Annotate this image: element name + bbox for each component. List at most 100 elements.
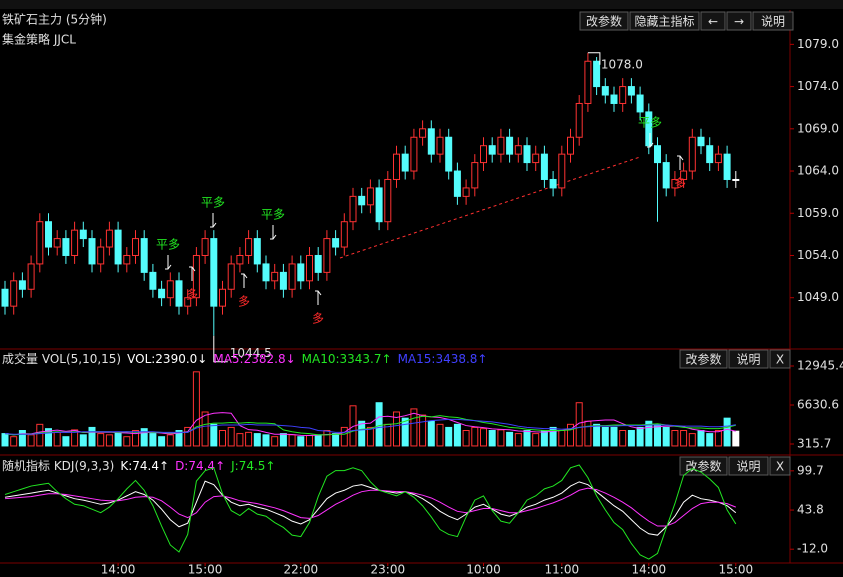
button[interactable]: 说明 [728, 349, 769, 369]
candle-body [453, 170, 461, 197]
volume-bar [549, 426, 557, 447]
volume-bar [436, 423, 444, 447]
volume-bar [79, 434, 87, 447]
candle-body [671, 178, 679, 189]
candle-body [680, 170, 688, 180]
candle-body [662, 162, 670, 189]
top-strip [0, 0, 843, 9]
button-label[interactable]: X [776, 353, 784, 367]
candle-body [636, 94, 644, 113]
candle-body [279, 271, 287, 290]
button-frame[interactable] [579, 11, 629, 31]
candle-body [410, 136, 418, 172]
button-label[interactable]: X [776, 460, 784, 474]
volume-bar [471, 426, 479, 447]
x-tick-label: 11:00 [545, 563, 580, 577]
candle-body [654, 145, 661, 164]
button-label[interactable]: 说明 [736, 352, 760, 367]
button-frame[interactable] [726, 11, 752, 31]
indicator-line [4, 480, 737, 536]
button-label[interactable]: ← [708, 15, 718, 29]
volume-bar [175, 430, 183, 447]
button[interactable]: 隐藏主指标 [629, 11, 700, 31]
volume-bar [10, 436, 18, 447]
candle-body [158, 288, 166, 299]
button-label[interactable]: 改参数 [685, 352, 721, 367]
button[interactable]: → [726, 11, 752, 31]
candle-body [480, 145, 487, 164]
candle-body [384, 178, 392, 223]
button[interactable]: 说明 [728, 456, 769, 476]
candle-body [366, 187, 374, 206]
candle-body [340, 221, 348, 248]
volume-bar [45, 428, 52, 447]
candle-body [575, 102, 583, 138]
button[interactable]: X [769, 456, 791, 476]
x-tick-label: 22:00 [284, 563, 319, 577]
button-frame[interactable] [752, 11, 794, 31]
button-frame[interactable] [679, 456, 728, 476]
y-tick-label: 1059.0 [797, 206, 839, 220]
button-frame[interactable] [769, 456, 791, 476]
candle-body [45, 221, 52, 248]
signal-label: 平多 [638, 116, 662, 130]
button-label[interactable]: 说明 [761, 14, 785, 29]
candle-body [419, 128, 427, 138]
indicator-line [4, 464, 737, 560]
button-frame[interactable] [769, 349, 791, 369]
volume-bar [227, 426, 235, 447]
signal-arrow-head [647, 142, 654, 148]
volume-bar [427, 420, 435, 447]
volume-bar [123, 436, 131, 447]
volume-bar [297, 436, 305, 447]
button-frame[interactable] [679, 349, 728, 369]
button[interactable]: ← [700, 11, 726, 31]
candle-body [619, 86, 627, 104]
volume-bar [366, 426, 374, 447]
button-frame[interactable] [728, 456, 769, 476]
button[interactable]: 说明 [752, 11, 794, 31]
button-frame[interactable] [629, 11, 700, 31]
button-label[interactable]: 改参数 [586, 14, 622, 29]
candle-body [297, 263, 305, 282]
button-label[interactable]: → [734, 15, 744, 29]
volume-bar [384, 423, 392, 447]
candle-body [88, 238, 96, 265]
y-tick-label: 1064.0 [797, 164, 839, 178]
button-label[interactable]: 隐藏主指标 [634, 14, 694, 29]
signal-label: 多 [674, 177, 686, 191]
y-tick-label: 1074.0 [797, 79, 839, 93]
volume-bar [245, 431, 253, 447]
volume-bar [358, 420, 366, 447]
y-tick-label: 1049.0 [797, 290, 839, 304]
candle-body [210, 238, 218, 307]
button-label[interactable]: 说明 [736, 459, 760, 474]
button-frame[interactable] [700, 11, 726, 31]
volume-bar [279, 433, 287, 447]
candle-body [201, 238, 209, 256]
volume-bar [166, 434, 174, 447]
button-label[interactable]: 改参数 [685, 459, 721, 474]
high-marker [587, 52, 601, 65]
button-frame[interactable] [728, 349, 769, 369]
candle-body [10, 280, 18, 307]
trend-line [339, 156, 641, 259]
volume-bar [697, 430, 705, 447]
candle-body [567, 136, 574, 155]
volume-bar [262, 434, 270, 447]
x-tick-label: 23:00 [371, 563, 406, 577]
button[interactable]: X [769, 349, 791, 369]
volume-bar [271, 436, 279, 447]
button[interactable]: 改参数 [679, 349, 728, 369]
volume-bar [288, 434, 296, 447]
candle-body [140, 238, 148, 273]
button[interactable]: 改参数 [579, 11, 629, 31]
candle-body [610, 94, 618, 104]
candle-body [506, 136, 514, 155]
low-marker [213, 335, 228, 363]
candle-body [471, 162, 479, 189]
candle-body [253, 238, 261, 265]
volume-bar [53, 431, 61, 447]
candle-body [627, 86, 635, 96]
